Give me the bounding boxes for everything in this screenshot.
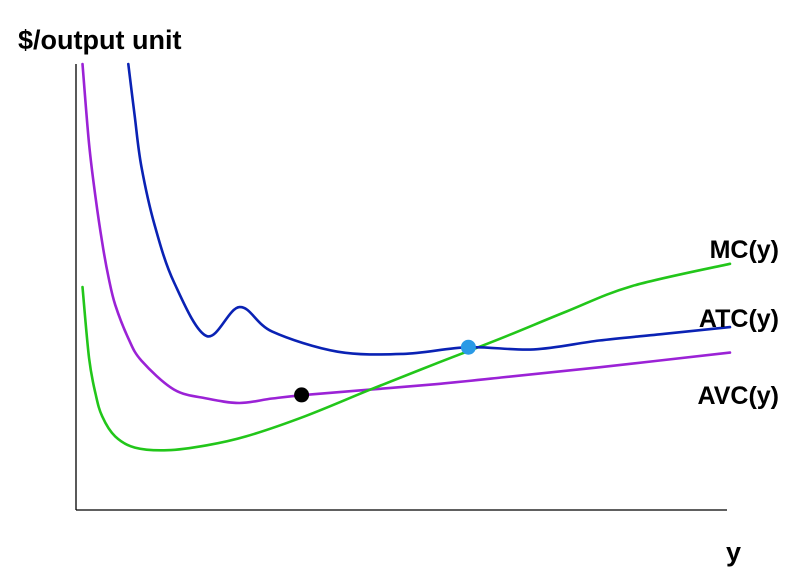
series-label-atc: ATC(y)	[699, 305, 779, 333]
y-axis-title: $/output unit	[18, 25, 181, 55]
mc-curve	[81, 262, 732, 452]
avc-curve	[81, 62, 732, 405]
x-axis-title: y	[726, 537, 741, 567]
avc-minimum-point	[294, 387, 310, 403]
series-label-mc: MC(y)	[710, 236, 779, 264]
atc-minimum-point	[460, 339, 476, 355]
atc-curve	[127, 62, 732, 356]
series-label-avc: AVC(y)	[698, 382, 779, 410]
